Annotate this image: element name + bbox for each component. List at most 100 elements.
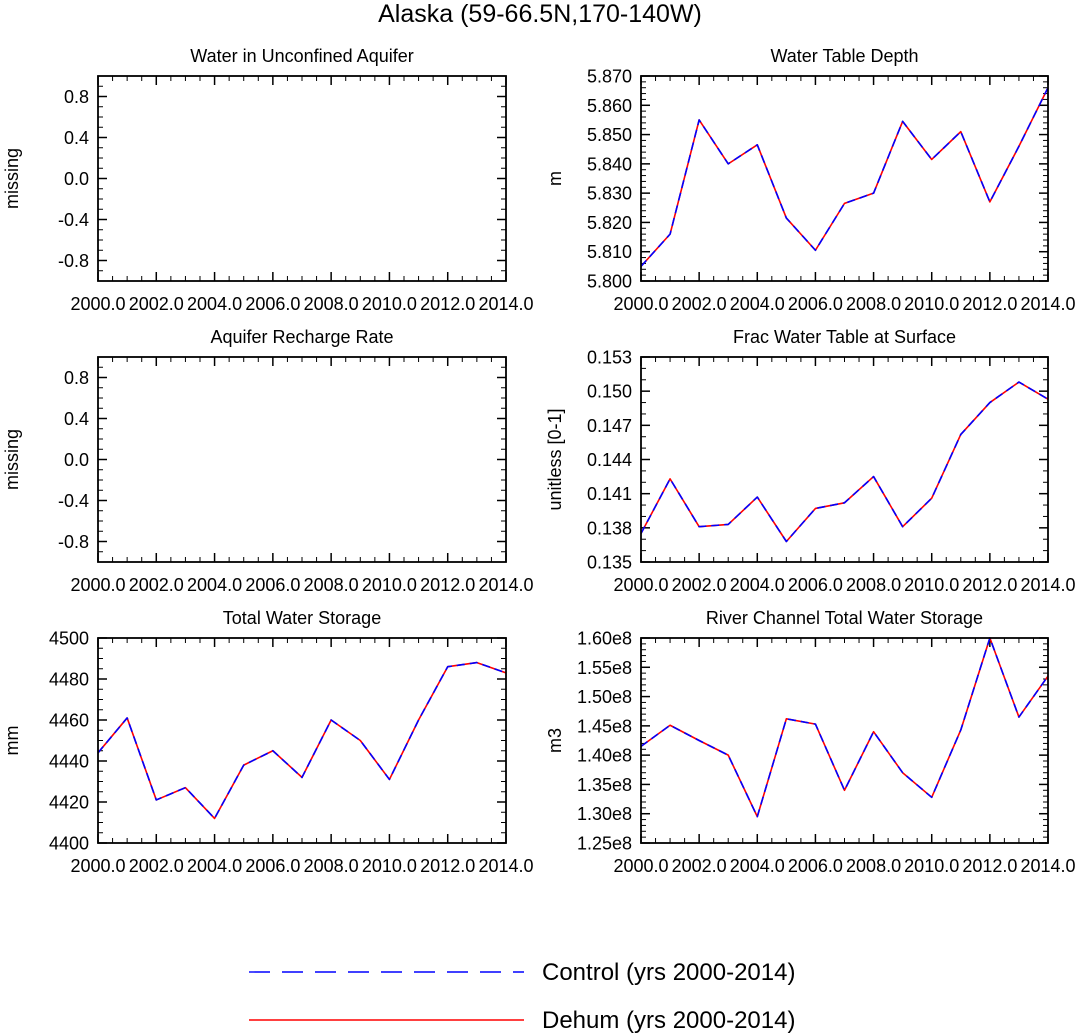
x-tick-label: 2008.0 — [846, 856, 901, 876]
y-tick-label: 5.860 — [587, 96, 632, 116]
x-tick-label: 2010.0 — [904, 575, 959, 595]
panel-title: Aquifer Recharge Rate — [210, 327, 393, 347]
x-tick-label: 2012.0 — [420, 294, 475, 314]
x-tick-label: 2002.0 — [129, 856, 184, 876]
series-line-control — [97, 661, 507, 820]
x-tick-label: 2010.0 — [904, 856, 959, 876]
y-tick-label: 4400 — [49, 834, 89, 854]
y-tick-label: -0.8 — [58, 251, 89, 271]
x-tick-label: 2004.0 — [730, 294, 785, 314]
series-line-control — [640, 87, 1049, 267]
x-tick-label: 2004.0 — [187, 575, 242, 595]
x-tick-label: 2008.0 — [304, 294, 359, 314]
x-tick-label: 2014.0 — [478, 294, 533, 314]
series-line-control — [640, 637, 1049, 818]
plot-frame — [97, 637, 507, 844]
panel-title: River Channel Total Water Storage — [706, 608, 983, 628]
y-axis-label: mm — [2, 726, 22, 756]
panel-p4: Frac Water Table at Surface unitless [0-1… — [545, 327, 1076, 595]
plot-frame — [97, 356, 507, 563]
x-tick-label: 2000.0 — [613, 575, 668, 595]
y-tick-label: 4500 — [49, 629, 89, 649]
legend-label-dehum: Dehum (yrs 2000-2014) — [542, 1007, 795, 1034]
y-tick-label: 0.150 — [587, 382, 632, 402]
y-tick-label: -0.8 — [58, 532, 89, 552]
panel-title: Total Water Storage — [223, 608, 381, 628]
x-tick-label: 2012.0 — [962, 575, 1017, 595]
panels: Water in Unconfined Aquifer missing 2000.0… — [2, 46, 1076, 876]
figure-title: Alaska (59-66.5N,170-140W) — [378, 0, 702, 28]
x-tick-label: 2004.0 — [730, 856, 785, 876]
y-tick-label: 0.8 — [64, 368, 89, 388]
y-axis-label: missing — [2, 429, 22, 490]
y-tick-label: 5.810 — [587, 242, 632, 262]
x-tick-label: 2012.0 — [420, 575, 475, 595]
series-line-dehum — [640, 637, 1049, 818]
x-tick-label: 2014.0 — [1020, 575, 1075, 595]
x-tick-label: 2008.0 — [304, 856, 359, 876]
panel-p6: River Channel Total Water Storage m3 2000.… — [545, 608, 1076, 876]
y-tick-label: -0.4 — [58, 210, 89, 230]
y-tick-label: 0.144 — [587, 450, 632, 470]
x-tick-label: 2014.0 — [478, 575, 533, 595]
x-tick-label: 2014.0 — [1020, 856, 1075, 876]
legend: Control (yrs 2000-2014) Dehum (yrs 2000-… — [249, 959, 795, 1034]
y-tick-label: 0.141 — [587, 484, 632, 504]
panel-p1: Water in Unconfined Aquifer missing 2000.0… — [2, 46, 534, 314]
x-tick-label: 2004.0 — [187, 294, 242, 314]
y-tick-label: 0.4 — [64, 409, 89, 429]
x-tick-label: 2002.0 — [129, 294, 184, 314]
y-tick-label: 1.60e8 — [577, 629, 632, 649]
x-tick-label: 2012.0 — [420, 856, 475, 876]
y-tick-label: 0.135 — [587, 553, 632, 573]
y-tick-label: 5.830 — [587, 184, 632, 204]
y-axis-label: missing — [2, 148, 22, 209]
x-tick-label: 2014.0 — [478, 856, 533, 876]
x-tick-label: 2000.0 — [70, 294, 125, 314]
x-tick-label: 2014.0 — [1020, 294, 1075, 314]
panel-title: Water Table Depth — [770, 46, 918, 66]
series-line-control — [640, 381, 1049, 543]
y-tick-label: 0.4 — [64, 128, 89, 148]
y-tick-label: 1.45e8 — [577, 716, 632, 736]
series-line-dehum — [640, 87, 1049, 267]
y-tick-label: 1.30e8 — [577, 804, 632, 824]
x-tick-label: 2000.0 — [613, 294, 668, 314]
y-tick-label: 4460 — [49, 711, 89, 731]
panel-p3: Aquifer Recharge Rate missing 2000.0 2002.0… — [2, 327, 534, 595]
y-tick-label: 0.147 — [587, 416, 632, 436]
x-tick-label: 2012.0 — [962, 294, 1017, 314]
panel-title: Frac Water Table at Surface — [733, 327, 956, 347]
y-tick-label: 5.800 — [587, 272, 632, 292]
x-tick-label: 2002.0 — [672, 856, 727, 876]
y-tick-label: 1.55e8 — [577, 658, 632, 678]
y-tick-label: 1.35e8 — [577, 775, 632, 795]
y-tick-label: -0.4 — [58, 491, 89, 511]
y-tick-label: 5.850 — [587, 125, 632, 145]
plot-frame — [640, 637, 1049, 844]
plot-frame — [640, 356, 1049, 563]
x-tick-label: 2004.0 — [187, 856, 242, 876]
x-tick-label: 2008.0 — [304, 575, 359, 595]
panel-p2: Water Table Depth m 2000.0 2002.0 2004.0 2006… — [545, 46, 1076, 314]
y-tick-label: 5.820 — [587, 213, 632, 233]
x-tick-label: 2008.0 — [846, 294, 901, 314]
x-tick-label: 2006.0 — [245, 575, 300, 595]
x-tick-label: 2000.0 — [613, 856, 668, 876]
x-tick-label: 2008.0 — [846, 575, 901, 595]
x-tick-label: 2000.0 — [70, 575, 125, 595]
x-tick-label: 2006.0 — [788, 575, 843, 595]
x-tick-label: 2006.0 — [788, 856, 843, 876]
y-tick-label: 0.0 — [64, 450, 89, 470]
x-tick-label: 2012.0 — [962, 856, 1017, 876]
y-tick-label: 4480 — [49, 670, 89, 690]
x-tick-label: 2002.0 — [672, 575, 727, 595]
y-tick-label: 5.840 — [587, 154, 632, 174]
x-tick-label: 2010.0 — [362, 575, 417, 595]
series-line-dehum — [97, 661, 507, 820]
y-tick-label: 1.40e8 — [577, 746, 632, 766]
x-tick-label: 2006.0 — [245, 856, 300, 876]
y-axis-label: m3 — [545, 728, 565, 753]
